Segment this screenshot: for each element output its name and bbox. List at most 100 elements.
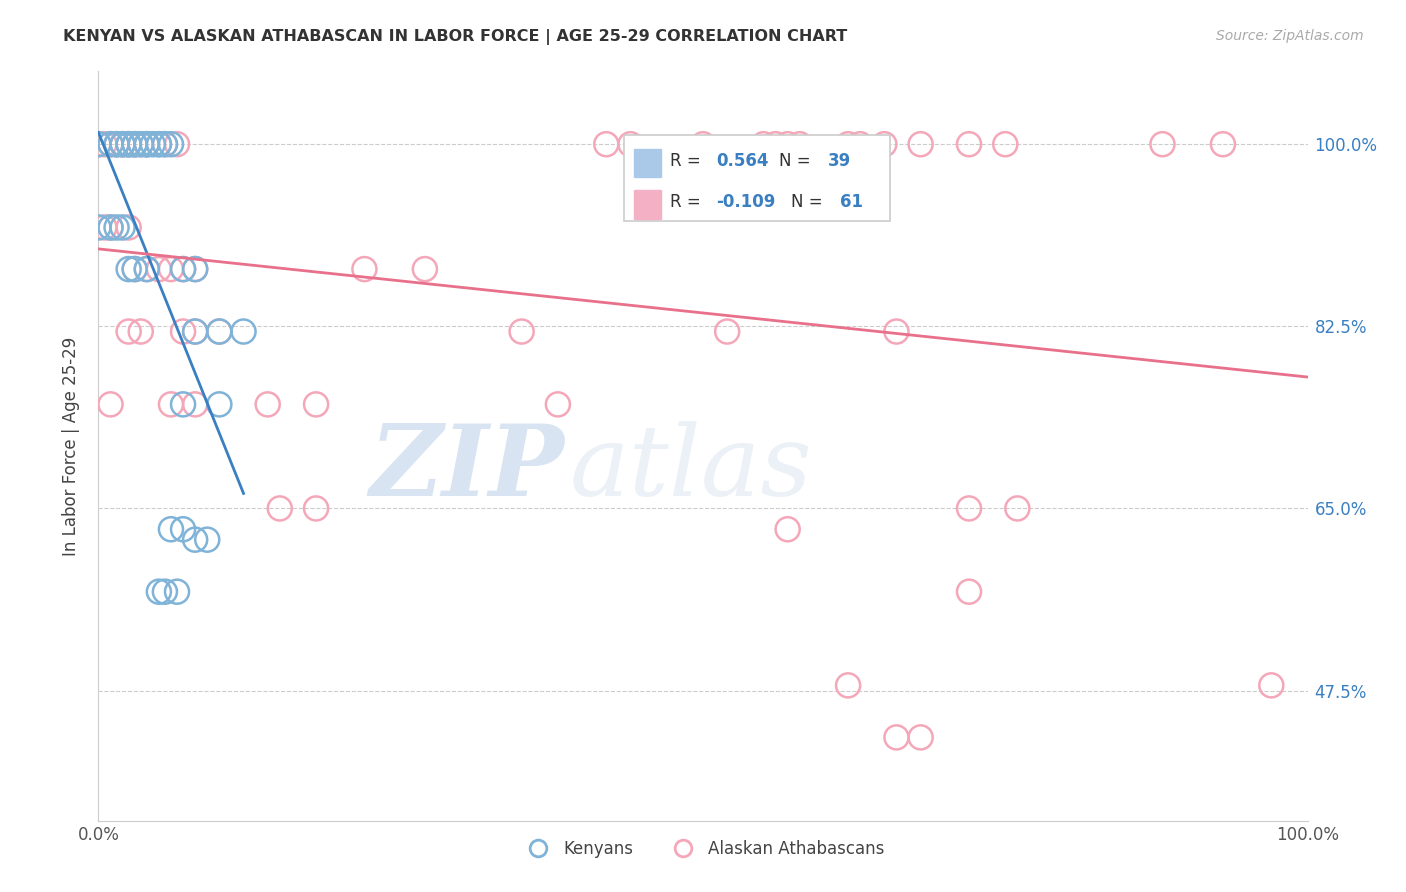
Point: [305, 501, 328, 516]
Point: [886, 731, 908, 745]
Point: [256, 397, 278, 411]
Legend: Kenyans, Alaskan Athabascans: Kenyans, Alaskan Athabascans: [515, 833, 891, 864]
Point: [124, 262, 146, 277]
Point: [510, 325, 533, 339]
Point: [765, 137, 787, 152]
Point: [184, 397, 207, 411]
Point: [353, 262, 375, 277]
Point: [124, 137, 146, 152]
Point: [118, 137, 141, 152]
Point: [957, 584, 980, 599]
Bar: [634, 190, 661, 219]
Text: atlas: atlas: [569, 421, 813, 516]
Point: [910, 731, 932, 745]
Point: [619, 137, 641, 152]
Point: [595, 137, 617, 152]
Point: [172, 397, 194, 411]
Point: [232, 325, 254, 339]
Point: [118, 137, 141, 152]
Point: [87, 137, 110, 152]
Point: [135, 137, 157, 152]
Text: -0.109: -0.109: [716, 194, 776, 211]
Text: N =: N =: [779, 153, 815, 170]
Point: [153, 137, 176, 152]
Point: [105, 220, 128, 235]
Point: [153, 584, 176, 599]
Point: [269, 501, 291, 516]
Point: [776, 137, 799, 152]
Point: [957, 501, 980, 516]
Text: 61: 61: [839, 194, 863, 211]
Point: [100, 397, 122, 411]
Point: [118, 262, 141, 277]
Y-axis label: In Labor Force | Age 25-29: In Labor Force | Age 25-29: [62, 336, 80, 556]
Point: [994, 137, 1017, 152]
Point: [692, 137, 714, 152]
Point: [208, 325, 231, 339]
Point: [957, 137, 980, 152]
Point: [547, 397, 569, 411]
Point: [105, 137, 128, 152]
Point: [111, 137, 134, 152]
Point: [100, 220, 122, 235]
Point: [208, 397, 231, 411]
Point: [413, 262, 436, 277]
Point: [111, 137, 134, 152]
Point: [716, 325, 738, 339]
Point: [873, 137, 896, 152]
Point: [837, 678, 859, 692]
Point: [184, 325, 207, 339]
Bar: [634, 149, 661, 178]
Point: [129, 325, 152, 339]
Point: [93, 220, 115, 235]
Point: [105, 137, 128, 152]
Text: 0.564: 0.564: [716, 153, 769, 170]
Point: [184, 262, 207, 277]
Text: 39: 39: [828, 153, 851, 170]
Point: [752, 137, 775, 152]
Point: [100, 137, 122, 152]
Point: [135, 262, 157, 277]
Point: [166, 584, 188, 599]
Point: [208, 325, 231, 339]
Point: [142, 137, 165, 152]
FancyBboxPatch shape: [624, 135, 890, 221]
Point: [160, 397, 183, 411]
Point: [129, 137, 152, 152]
Point: [910, 137, 932, 152]
Point: [87, 220, 110, 235]
Point: [118, 137, 141, 152]
Point: [160, 262, 183, 277]
Text: KENYAN VS ALASKAN ATHABASCAN IN LABOR FORCE | AGE 25-29 CORRELATION CHART: KENYAN VS ALASKAN ATHABASCAN IN LABOR FO…: [63, 29, 848, 45]
Point: [160, 522, 183, 536]
Point: [111, 220, 134, 235]
Point: [166, 137, 188, 152]
Point: [153, 137, 176, 152]
Point: [93, 137, 115, 152]
Point: [135, 262, 157, 277]
Text: R =: R =: [671, 194, 706, 211]
Point: [148, 262, 170, 277]
Text: R =: R =: [671, 153, 706, 170]
Point: [135, 137, 157, 152]
Point: [1212, 137, 1234, 152]
Point: [129, 137, 152, 152]
Point: [776, 522, 799, 536]
Text: Source: ZipAtlas.com: Source: ZipAtlas.com: [1216, 29, 1364, 43]
Point: [87, 137, 110, 152]
Point: [135, 137, 157, 152]
Point: [148, 137, 170, 152]
Point: [172, 325, 194, 339]
Point: [111, 137, 134, 152]
Point: [172, 522, 194, 536]
Point: [100, 137, 122, 152]
Point: [100, 220, 122, 235]
Point: [1260, 678, 1282, 692]
Point: [118, 325, 141, 339]
Text: N =: N =: [792, 194, 828, 211]
Point: [172, 262, 194, 277]
Point: [305, 397, 328, 411]
Point: [886, 325, 908, 339]
Point: [172, 262, 194, 277]
Point: [118, 220, 141, 235]
